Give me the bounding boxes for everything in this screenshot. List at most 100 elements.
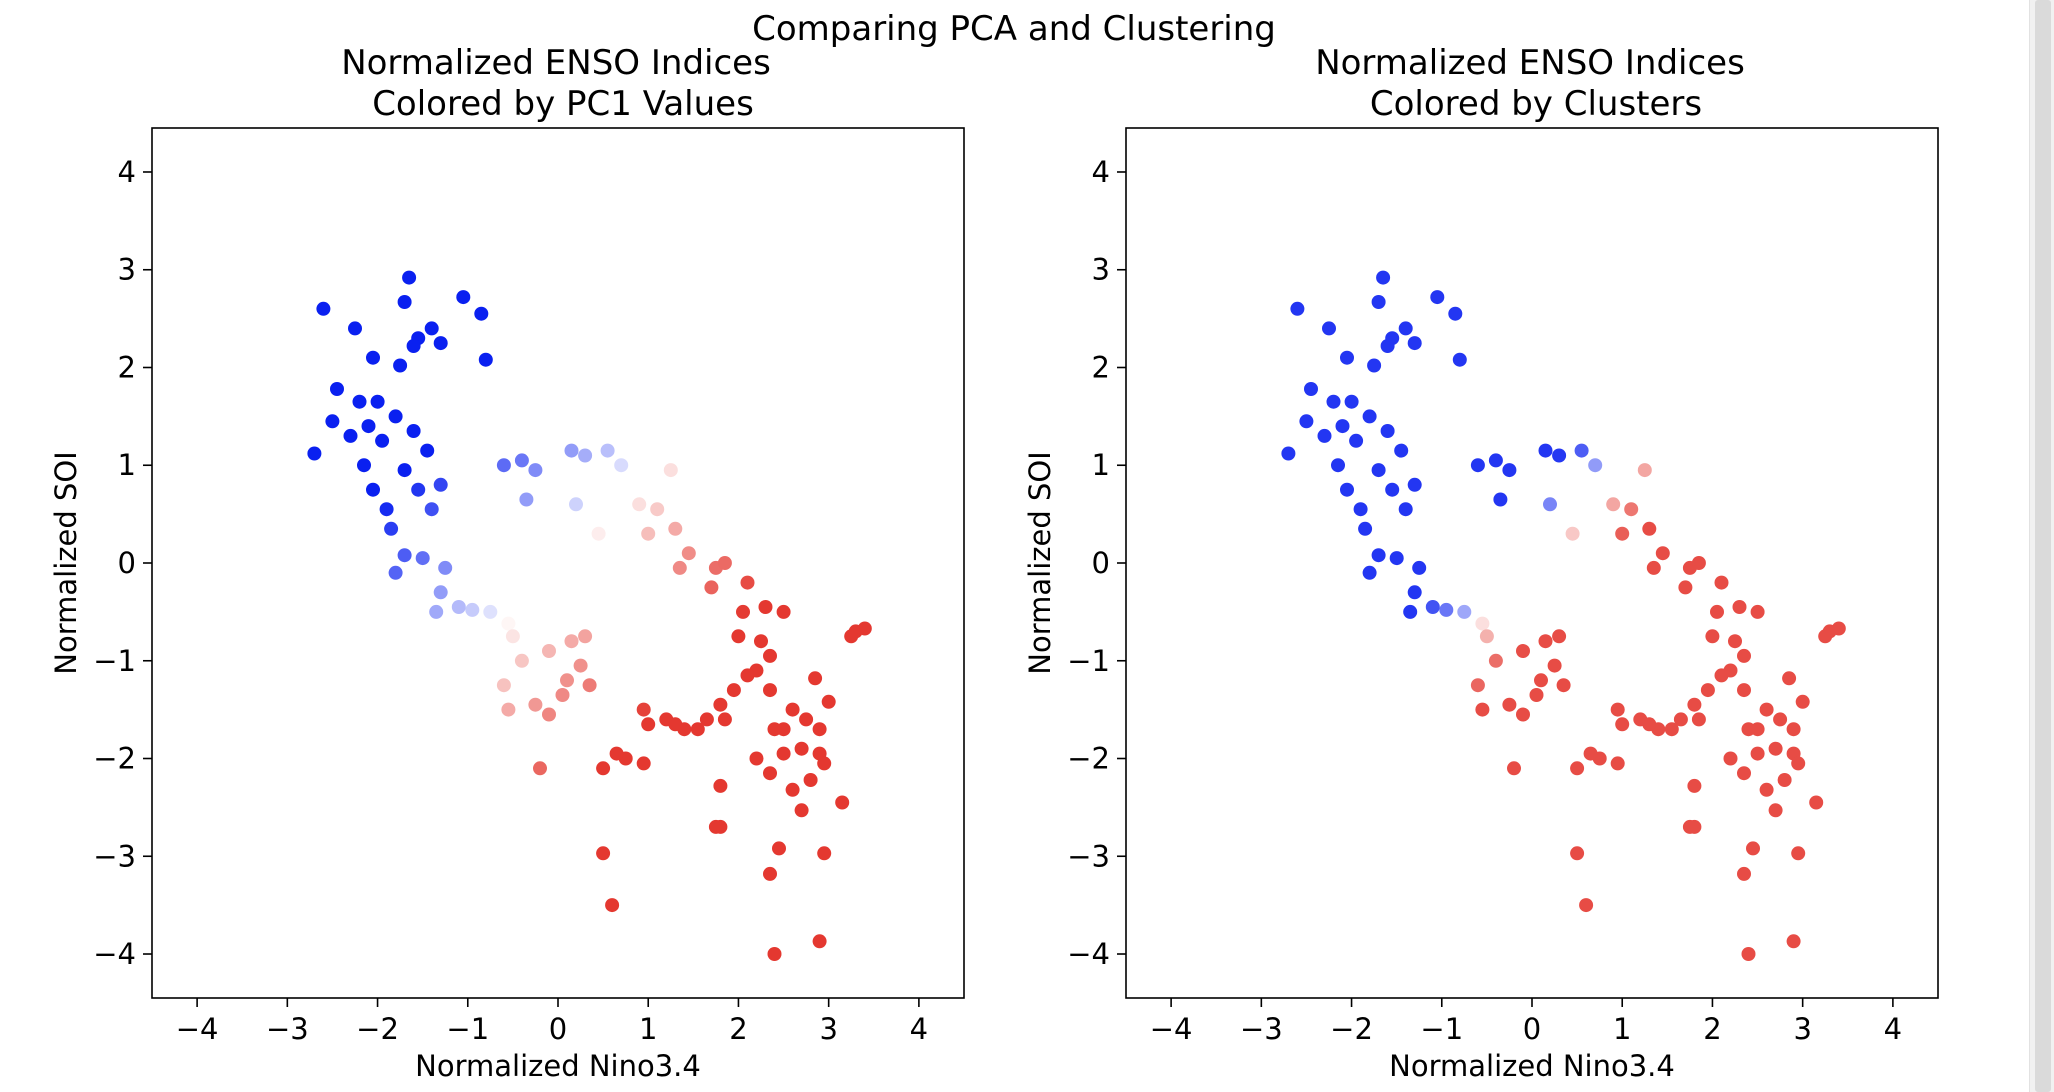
scatter-point	[1398, 321, 1413, 336]
scatter-point	[596, 846, 611, 861]
vertical-scrollbar[interactable]	[2029, 0, 2054, 1092]
scatter-point	[420, 443, 435, 458]
scatter-point	[569, 497, 583, 512]
scatter-point	[379, 502, 394, 517]
x-tick-label: −2	[1330, 1012, 1373, 1046]
scatter-point	[1809, 795, 1824, 810]
scatter-point	[663, 463, 678, 478]
x-tick-label: −3	[1240, 1012, 1283, 1046]
scatter-point	[429, 604, 444, 619]
scatter-point	[388, 565, 403, 580]
scatter-point	[564, 634, 579, 649]
scatter-point	[1786, 934, 1801, 949]
y-tick-label: 0	[1092, 546, 1110, 580]
scatter-point	[1664, 722, 1679, 737]
scatter-point	[415, 551, 430, 566]
scatter-point	[1768, 803, 1783, 818]
x-tick-label: 4	[910, 1012, 928, 1046]
scatter-point	[357, 458, 371, 473]
scatter-point	[1583, 746, 1598, 761]
scatter-point	[1606, 497, 1621, 512]
scatter-point	[483, 604, 498, 619]
scatter-point	[433, 336, 448, 351]
scatter-point	[1678, 580, 1693, 595]
scatter-point	[478, 352, 493, 367]
scatter-point	[1782, 671, 1797, 686]
plot-title-line-2: Colored by PC1 Values	[372, 84, 754, 124]
scatter-point	[1691, 556, 1706, 570]
axes-frame	[1125, 127, 1939, 999]
scatter-point	[1700, 683, 1715, 698]
pc1-scatter-plot: Normalized ENSO Indices Colored by PC1 V…	[49, 43, 965, 1083]
scatter-point	[1574, 443, 1589, 458]
scatter-point	[1732, 600, 1747, 614]
scatter-point	[514, 653, 529, 668]
scatter-point	[672, 560, 687, 575]
scatter-point	[542, 644, 556, 658]
scatter-point	[1831, 621, 1846, 636]
scatter-point	[1538, 634, 1553, 649]
scatter-point	[726, 683, 741, 698]
scatter-point	[1335, 419, 1350, 434]
scatter-point	[1579, 898, 1594, 913]
scatter-point	[402, 270, 417, 285]
scatter-point	[573, 658, 588, 673]
scatter-point	[406, 424, 421, 438]
scatter-point	[1791, 756, 1806, 771]
scatter-point	[496, 458, 511, 473]
y-tick-label: −2	[1067, 742, 1110, 776]
y-tick-label: 1	[1092, 448, 1110, 482]
scatter-point	[1457, 604, 1472, 619]
scatter-point	[1349, 433, 1364, 448]
scatter-point	[1728, 634, 1742, 649]
scatter-point	[514, 453, 529, 468]
scatter-point	[717, 556, 732, 570]
scatter-point	[1737, 648, 1751, 663]
scatter-point	[659, 712, 674, 727]
scatter-point	[636, 702, 651, 717]
scatter-point	[1543, 497, 1557, 512]
y-tick-label: −2	[93, 742, 136, 776]
scatter-point	[650, 502, 665, 517]
scatter-point	[1331, 458, 1345, 473]
scatter-point	[501, 702, 516, 717]
scrollbar-thumb[interactable]	[2035, 0, 2051, 1092]
scatter-point	[1407, 336, 1422, 351]
scatter-point	[564, 443, 579, 458]
scatter-point	[717, 712, 732, 727]
x-tick-label: 1	[639, 1012, 657, 1046]
x-tick-label: 0	[549, 1012, 567, 1046]
x-tick-label: −3	[266, 1012, 309, 1046]
scatter-point	[1570, 761, 1585, 776]
scatter-point	[1340, 482, 1354, 497]
scatter-point	[1488, 653, 1503, 668]
scatter-point	[1299, 414, 1314, 429]
y-tick-label: 3	[1092, 253, 1110, 287]
scatter-point	[384, 521, 399, 536]
y-tick-label: 2	[118, 350, 136, 384]
scatter-point	[1371, 548, 1386, 563]
x-tick-label: 2	[729, 1012, 747, 1046]
scatter-point	[821, 694, 836, 709]
scatter-point	[1362, 409, 1377, 424]
scatter-point	[632, 497, 647, 512]
scatter-point	[1439, 602, 1454, 617]
y-tick-label: −3	[93, 839, 136, 873]
scatter-point	[1687, 778, 1702, 793]
scatter-point	[1475, 616, 1490, 631]
x-tick-label: 2	[1703, 1012, 1721, 1046]
scatter-point	[1403, 604, 1418, 619]
scatter-point	[1385, 482, 1400, 497]
scatter-point	[307, 446, 322, 461]
scatter-point	[1795, 694, 1810, 709]
scatter-point	[1741, 947, 1756, 961]
scatter-point	[1398, 502, 1413, 517]
scatter-point	[1637, 463, 1652, 478]
scatter-point	[736, 604, 750, 619]
scatter-point	[713, 778, 728, 793]
scatter-point	[1412, 560, 1427, 575]
scatter-point	[1430, 290, 1445, 305]
scatter-point	[1547, 658, 1562, 673]
x-tick-label: −1	[446, 1012, 489, 1046]
